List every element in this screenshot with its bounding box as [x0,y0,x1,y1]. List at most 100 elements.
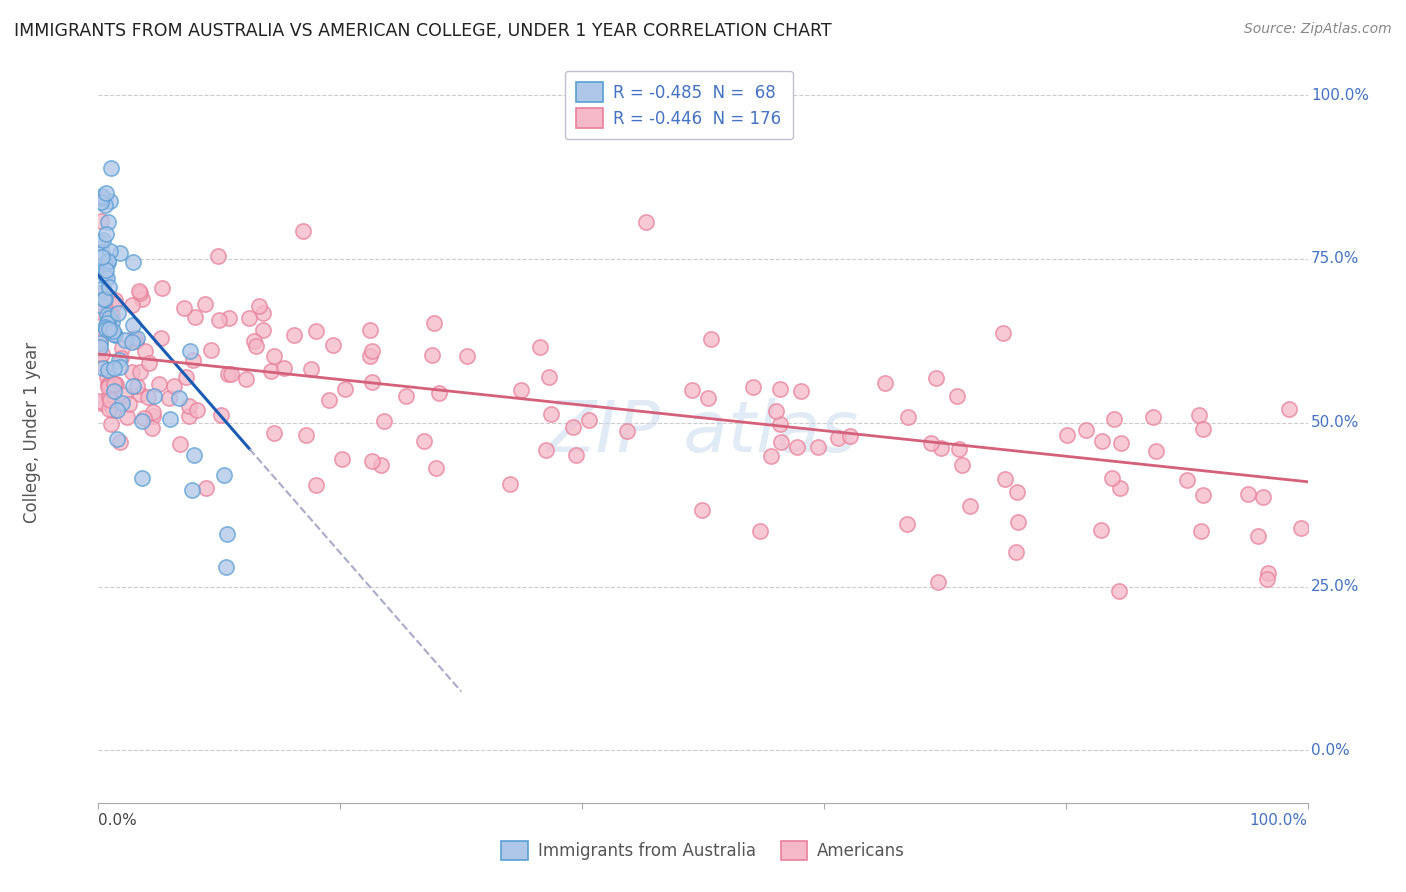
Point [142,404,165,418]
Point [90,214,112,228]
Point [90,191,112,205]
Point [456,349,478,363]
Point [128,365,150,379]
Point [103,384,125,399]
Point [765,403,787,417]
Point [114,333,136,347]
Text: 100.0%: 100.0% [1312,87,1369,103]
Point [540,407,562,421]
Point [1251,490,1274,504]
Point [1237,487,1260,501]
Point [1109,435,1132,450]
Point [361,453,384,467]
Point [247,299,270,313]
Point [748,524,770,539]
Point [97,215,120,229]
Point [360,343,382,358]
Point [131,471,153,485]
Point [194,297,217,311]
Point [827,431,849,445]
Text: 0.0%: 0.0% [98,813,138,828]
Point [100,417,122,432]
Point [413,434,436,448]
Point [395,389,418,403]
Point [103,327,125,342]
Text: Source: ZipAtlas.com: Source: ZipAtlas.com [1244,22,1392,37]
Point [499,476,522,491]
Point [121,334,143,349]
Legend: Immigrants from Australia, Americans: Immigrants from Australia, Americans [492,832,914,869]
Point [243,334,266,349]
Point [1191,422,1213,436]
Point [873,376,896,391]
Point [184,310,207,325]
Point [260,364,283,378]
Point [124,334,146,348]
Point [183,448,205,462]
Point [1144,444,1167,458]
Point [142,389,165,403]
Point [173,301,195,315]
Point [1108,481,1130,495]
Point [90,303,112,318]
Point [790,384,813,399]
Point [111,341,134,355]
Point [1191,524,1213,538]
Point [122,318,145,333]
Point [122,255,145,269]
Point [330,451,353,466]
Point [700,332,723,346]
Point [111,396,134,410]
Point [252,306,274,320]
Point [1191,488,1213,502]
Point [103,361,125,376]
Point [1175,473,1198,487]
Point [215,526,238,541]
Point [214,468,236,483]
Point [107,353,129,368]
Point [1247,529,1270,543]
Point [129,285,152,300]
Point [359,349,381,363]
Point [162,379,184,393]
Point [959,499,981,513]
Point [769,417,792,431]
Point [283,328,305,343]
Point [217,368,239,382]
Point [534,442,557,457]
Point [245,339,267,353]
Point [578,413,600,427]
Point [761,449,783,463]
Point [537,370,560,384]
Point [1074,423,1097,437]
Point [103,377,125,392]
Point [1056,428,1078,442]
Point [318,393,340,408]
Point [238,310,260,325]
Point [273,360,295,375]
Point [186,402,208,417]
Point [305,477,328,491]
Point [98,194,121,208]
Point [235,371,257,385]
Point [118,397,141,411]
Point [94,198,117,212]
Point [97,255,120,269]
Point [132,410,155,425]
Point [112,388,135,402]
Point [423,316,446,330]
Point [295,427,318,442]
Point [209,409,232,423]
Point [96,227,118,242]
Point [1289,521,1312,535]
Point [91,233,114,247]
Point [200,343,222,358]
Point [925,371,948,385]
Point [176,369,198,384]
Point [127,379,149,393]
Point [101,403,124,417]
Point [920,436,942,450]
Point [98,392,121,407]
Point [896,517,918,532]
Point [98,307,121,321]
